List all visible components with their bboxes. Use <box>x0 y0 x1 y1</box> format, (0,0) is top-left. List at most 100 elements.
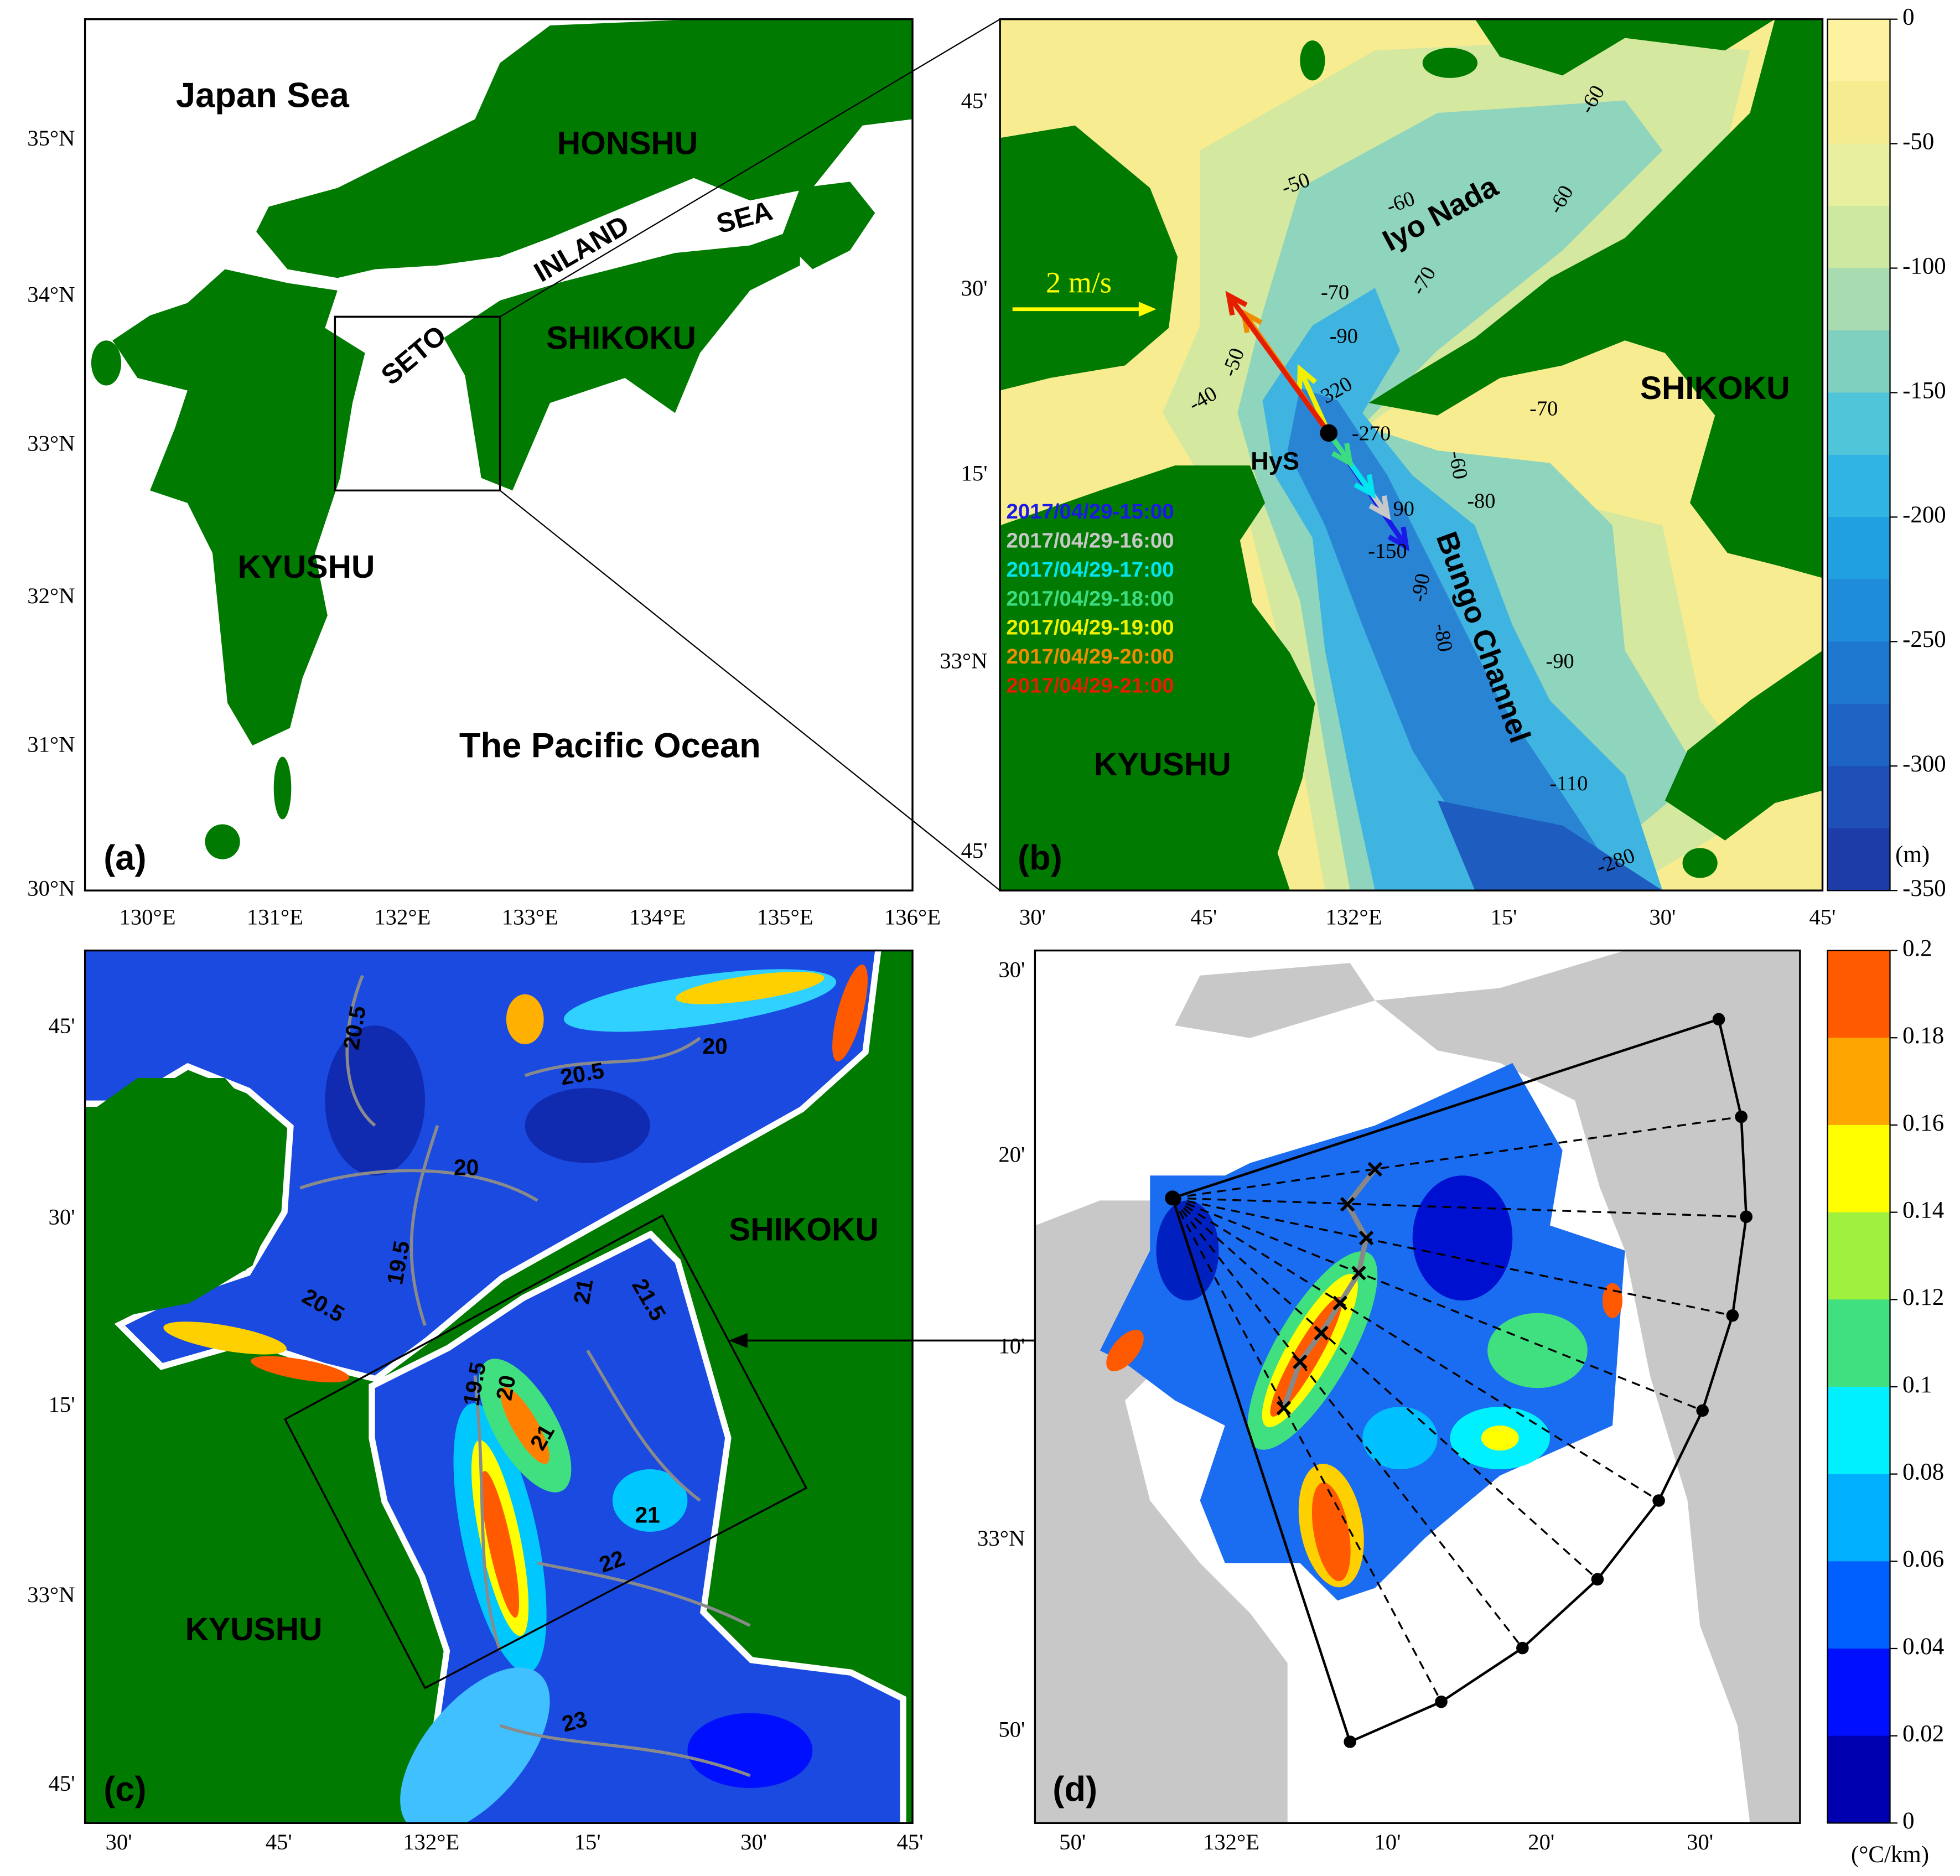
y-tick-label: 32°N <box>27 583 75 608</box>
x-tick-label: 134°E <box>629 904 686 929</box>
colorbar-tick-label: 0 <box>1902 4 1914 30</box>
gradient-patch <box>1412 1175 1513 1301</box>
island <box>1422 48 1478 78</box>
place-label: SHIKOKU <box>1640 370 1790 406</box>
contour-label: -70 <box>1321 281 1349 304</box>
colorbar-tick-label: 0.12 <box>1902 1284 1944 1310</box>
isotherm <box>473 1375 502 1651</box>
front-marker <box>1332 1295 1347 1310</box>
island <box>1682 848 1718 878</box>
front-marker <box>1314 1325 1329 1341</box>
x-tick-label: 133°E <box>502 904 558 929</box>
kyushu <box>1000 465 1315 891</box>
colorbar-tick-label: -250 <box>1902 626 1946 652</box>
x-tick-label: 136°E <box>884 904 941 929</box>
y-tick-label: 35°N <box>27 126 75 151</box>
time-legend: 2017/04/29-19:00 <box>1006 616 1174 640</box>
colorbar-band <box>1827 392 1890 456</box>
x-tick-label: 132°E <box>403 1830 459 1854</box>
arrow-head <box>1225 291 1248 316</box>
colorbar-tick-label: 0.08 <box>1902 1459 1944 1485</box>
colorbar-band <box>1827 81 1890 144</box>
transect <box>1171 1197 1599 1580</box>
arrow-head <box>1354 474 1376 499</box>
colorbar-unit: (°C/km) <box>1851 1842 1929 1868</box>
colorbar-tick-label: 0.1 <box>1902 1372 1932 1398</box>
place-label: KYUSHU <box>1094 747 1231 782</box>
y-tick-label: 10' <box>998 1333 1025 1358</box>
x-tick-label: 15' <box>574 1830 601 1854</box>
arrow-head <box>1331 443 1354 468</box>
contour-label: -90 <box>1330 325 1358 348</box>
transect <box>1172 1197 1733 1317</box>
arrow-head <box>1297 364 1317 390</box>
station <box>1435 1695 1448 1708</box>
front-marker <box>1351 1266 1366 1281</box>
contour-label: -60 <box>1444 449 1472 481</box>
station <box>1726 1309 1739 1322</box>
y-tick-label: 15' <box>49 1392 75 1417</box>
isotherm <box>345 975 376 1127</box>
transect <box>1172 1116 1741 1199</box>
colorbar-band <box>1827 206 1890 269</box>
front-marker <box>1340 1196 1355 1212</box>
zoom-box <box>334 315 501 491</box>
colorbar-band <box>1827 517 1890 580</box>
contour-label: -110 <box>1549 772 1588 795</box>
transect <box>1172 1018 1719 1200</box>
island <box>1300 40 1325 81</box>
place-label: The Pacific Ocean <box>459 726 761 765</box>
contour-label: 21 <box>635 1502 660 1528</box>
colorbar-band <box>1827 1735 1890 1824</box>
station <box>1516 1641 1529 1655</box>
colorbar-band <box>1827 766 1890 829</box>
arrow-head <box>1387 526 1410 552</box>
kyushu <box>112 269 365 746</box>
colorbar-unit: (m) <box>1895 842 1930 868</box>
y-tick-label: 33°N <box>27 431 75 455</box>
water <box>85 950 882 1382</box>
x-tick-label: 132°E <box>374 904 431 929</box>
connector <box>499 18 1000 318</box>
y-tick-label: 30°N <box>27 875 75 900</box>
contour-label: -90 <box>1546 650 1574 673</box>
colorbar-tick-label: 0.2 <box>1902 935 1932 961</box>
y-tick-label: 45' <box>49 1771 75 1796</box>
station <box>1344 1735 1356 1748</box>
arrow-head <box>728 1333 748 1348</box>
time-legend: 2017/04/29-15:00 <box>1006 500 1174 524</box>
colorbar-tick-label: 0.06 <box>1902 1546 1944 1572</box>
colorbar-band <box>1827 268 1890 331</box>
gradient-patch <box>687 1713 813 1789</box>
station <box>1740 1210 1753 1224</box>
island <box>91 340 122 386</box>
y-tick-label: 33°N <box>940 648 987 673</box>
island <box>205 824 240 859</box>
place-label: Japan Sea <box>176 76 350 115</box>
x-tick-label: 45' <box>1190 904 1217 929</box>
panel-a-map <box>85 19 913 891</box>
x-tick-label: 50' <box>1059 1830 1086 1854</box>
place-label: HyS <box>1251 447 1299 475</box>
colorbar-band <box>1827 950 1890 1039</box>
scale-arrow-head <box>1138 302 1157 317</box>
isotherm <box>409 1124 439 1326</box>
contour-label: 20 <box>491 1373 520 1402</box>
place-label: KYUSHU <box>185 1611 323 1647</box>
y-tick-label: 45' <box>961 88 988 113</box>
contour-label: -150 <box>1368 540 1407 563</box>
panel-b-map <box>1000 19 1823 891</box>
gradient-patch <box>506 994 544 1045</box>
contour-label: -80 <box>1429 621 1457 654</box>
contour-label: -80 <box>1467 490 1495 513</box>
arrow-head <box>1368 495 1391 520</box>
transect <box>1172 1197 1746 1218</box>
x-tick-label: 45' <box>266 1830 292 1854</box>
gradient-patch <box>163 1322 287 1355</box>
colorbar-band <box>1827 828 1890 892</box>
colorbar-band <box>1827 1038 1890 1126</box>
gradient-patch <box>1106 1329 1144 1371</box>
y-tick-label: 15' <box>961 461 988 486</box>
current-arrow <box>1226 294 1331 435</box>
